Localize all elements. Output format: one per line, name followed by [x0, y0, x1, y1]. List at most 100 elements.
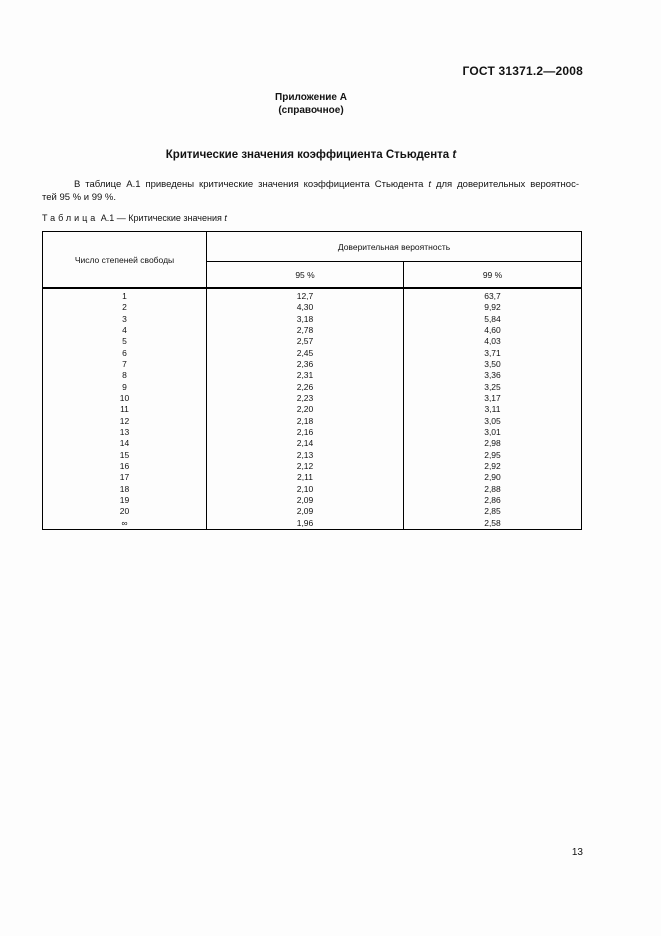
- table-row: 5 2,57 4,03: [42, 336, 582, 348]
- table-cell: 3,11: [403, 404, 582, 416]
- table-caption-rest: А.1 — Критические значения: [98, 213, 225, 223]
- table-cell: 1,96: [206, 517, 404, 530]
- doc-number: ГОСТ 31371.2—2008: [462, 64, 583, 78]
- table-cell: 3,36: [403, 370, 582, 382]
- table-cell: 4,30: [206, 302, 404, 314]
- table-cell: 2,23: [206, 392, 404, 405]
- table-cell: 2: [42, 302, 207, 314]
- table-cell: 4,03: [403, 336, 582, 348]
- page-number: 13: [571, 847, 583, 858]
- table-row: 13 2,16 3,01: [42, 426, 582, 439]
- table-cell: 2,09: [206, 494, 404, 507]
- table-row: 20 2,09 2,85: [42, 506, 582, 518]
- table-cell: 3,25: [403, 381, 582, 393]
- table-cell: 9,92: [403, 302, 582, 314]
- critical-values-table: Число степеней свободы Доверительная вер…: [42, 231, 582, 530]
- table-cell: 8: [42, 370, 207, 382]
- section-title-variable: t: [452, 149, 457, 161]
- table-cell: 16: [42, 460, 207, 473]
- table-cell: 3: [42, 313, 207, 325]
- table-cell: 2,18: [206, 415, 404, 427]
- table-row: 6 2,45 3,71: [42, 347, 582, 359]
- table-cell: 13: [42, 426, 207, 439]
- table-cell: 2,31: [206, 370, 404, 382]
- table-cell: 1: [42, 288, 207, 303]
- column-header-degrees-of-freedom: Число степеней свободы: [42, 231, 207, 289]
- table-cell: 2,13: [206, 449, 404, 461]
- table-cell: 2,20: [206, 404, 404, 416]
- table-row: 12 2,18 3,05: [42, 415, 582, 427]
- table-cell: 15: [42, 449, 207, 461]
- table-row: 15 2,13 2,95: [42, 449, 582, 461]
- table-cell: 2,90: [403, 472, 582, 484]
- table-cell: 2,09: [206, 506, 404, 518]
- intro-line-1: В таблице А.1 приведены критические знач…: [42, 178, 579, 191]
- table-caption-word: Таблица: [42, 213, 99, 223]
- table-cell: 2,86: [403, 494, 582, 507]
- intro-line-1-tail: для доверительных вероятнос-: [431, 179, 579, 190]
- table-cell: 3,18: [206, 313, 404, 325]
- table-row: 2 4,30 9,92: [42, 302, 582, 314]
- table-cell: 3,17: [403, 392, 582, 405]
- table-row: 8 2,31 3,36: [42, 370, 582, 382]
- table-cell: 2,78: [206, 324, 404, 337]
- table-cell: 2,26: [206, 381, 404, 393]
- table-cell: 3,05: [403, 415, 582, 427]
- table-cell: 12,7: [206, 288, 404, 303]
- table-cell: 2,98: [403, 438, 582, 450]
- column-header-99: 99 %: [403, 261, 582, 289]
- table-cell: 19: [42, 494, 207, 507]
- column-header-95: 95 %: [206, 261, 404, 289]
- table-cell: 2,92: [403, 460, 582, 473]
- table-row: 19 2,09 2,86: [42, 494, 582, 507]
- table-cell: 17: [42, 472, 207, 484]
- table-cell: 20: [42, 506, 207, 518]
- table-row: 4 2,78 4,60: [42, 324, 582, 337]
- table-header-row-sub: 95 % 99 %: [43, 261, 582, 289]
- table-cell: 4,60: [403, 324, 582, 337]
- table-cell: 5,84: [403, 313, 582, 325]
- table-cell: 3,01: [403, 426, 582, 439]
- table-row: 11 2,20 3,11: [42, 404, 582, 416]
- intro-paragraph: В таблице А.1 приведены критические знач…: [42, 178, 579, 204]
- table-row: 7 2,36 3,50: [42, 358, 582, 371]
- table-cell: 2,11: [206, 472, 404, 484]
- table-cell: 12: [42, 415, 207, 427]
- intro-line-1-text: В таблице А.1 приведены критические знач…: [74, 179, 429, 190]
- table-cell: 7: [42, 358, 207, 371]
- table-cell: 4: [42, 324, 207, 337]
- table-cell: 3,71: [403, 347, 582, 359]
- table-cell: 3,50: [403, 358, 582, 371]
- table-row: 10 2,23 3,17: [42, 392, 582, 405]
- table-cell: 14: [42, 438, 207, 450]
- table-row: 17 2,11 2,90: [42, 472, 582, 484]
- column-header-confidence-probability: Доверительная вероятность: [206, 231, 582, 262]
- section-title: Критические значения коэффициента Стьюде…: [0, 149, 622, 161]
- table-body: 1 12,7 63,7 2 4,30 9,92 3 3,18 5,84 4 2,78 4,60 5 2,5…: [42, 288, 582, 530]
- table-cell: 6: [42, 347, 207, 359]
- table-row: 1 12,7 63,7: [42, 288, 582, 303]
- table-caption-variable: t: [224, 213, 227, 223]
- table-cell: 2,36: [206, 358, 404, 371]
- table-row: 9 2,26 3,25: [42, 381, 582, 393]
- table-cell: 10: [42, 392, 207, 405]
- table-row: 3 3,18 5,84: [42, 313, 582, 325]
- table-cell: ∞: [42, 517, 207, 530]
- table-row: 18 2,10 2,88: [42, 483, 582, 495]
- section-title-text: Критические значения коэффициента Стьюде…: [165, 149, 450, 161]
- table-cell: 2,12: [206, 460, 404, 473]
- table-cell: 2,85: [403, 506, 582, 518]
- table-cell: 2,58: [403, 517, 582, 530]
- appendix-title: Приложение А: [275, 92, 347, 103]
- table-header-row-group: Число степеней свободы Доверительная вер…: [42, 231, 582, 289]
- table-header: Число степеней свободы Доверительная вер…: [42, 231, 582, 289]
- table-row: ∞ 1,96 2,58: [42, 517, 582, 530]
- table-cell: 9: [42, 381, 207, 393]
- table-cell: 2,95: [403, 449, 582, 461]
- intro-variable: t: [428, 179, 432, 190]
- table-cell: 2,14: [206, 438, 404, 450]
- table-caption: Таблица А.1 — Критические значения t: [42, 213, 579, 223]
- table-cell: 63,7: [403, 288, 582, 303]
- table-cell: 5: [42, 336, 207, 348]
